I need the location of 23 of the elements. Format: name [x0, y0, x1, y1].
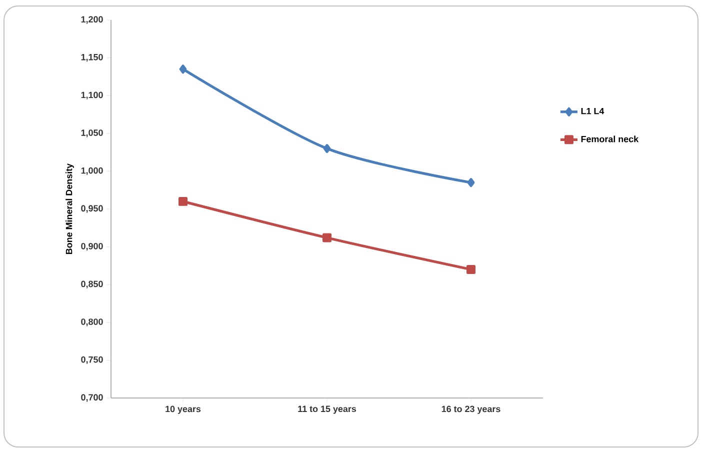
y-tick-label: 1,050 — [81, 130, 103, 138]
point — [323, 144, 331, 154]
legend-label: L1 L4 — [581, 108, 604, 114]
y-tick-label: 0,950 — [81, 205, 103, 213]
y-tick-label: 0,850 — [81, 280, 103, 288]
point — [467, 178, 475, 188]
y-tick-label: 1,000 — [81, 167, 103, 176]
y-tick-label: 0,900 — [81, 242, 103, 251]
x-tick-label: 16 to 23 years — [442, 406, 500, 414]
legend-label: Femoral neck — [581, 136, 639, 142]
point — [178, 196, 188, 206]
x-tick-label: 11 to 15 years — [298, 406, 356, 414]
y-tick-label: 1,150 — [81, 54, 103, 62]
point — [179, 64, 187, 74]
y-tick-label: 1,200 — [81, 16, 103, 24]
y-axis-title: Bone Mineral Density — [66, 163, 74, 254]
x-tick-label: 10 years — [166, 406, 201, 414]
y-tick-label: 1,100 — [81, 92, 103, 100]
y-tick-label: 0,700 — [81, 394, 103, 402]
point — [322, 233, 332, 242]
point — [466, 264, 476, 274]
y-tick-label: 0,800 — [81, 318, 103, 326]
y-tick-label: 0,750 — [81, 356, 103, 364]
